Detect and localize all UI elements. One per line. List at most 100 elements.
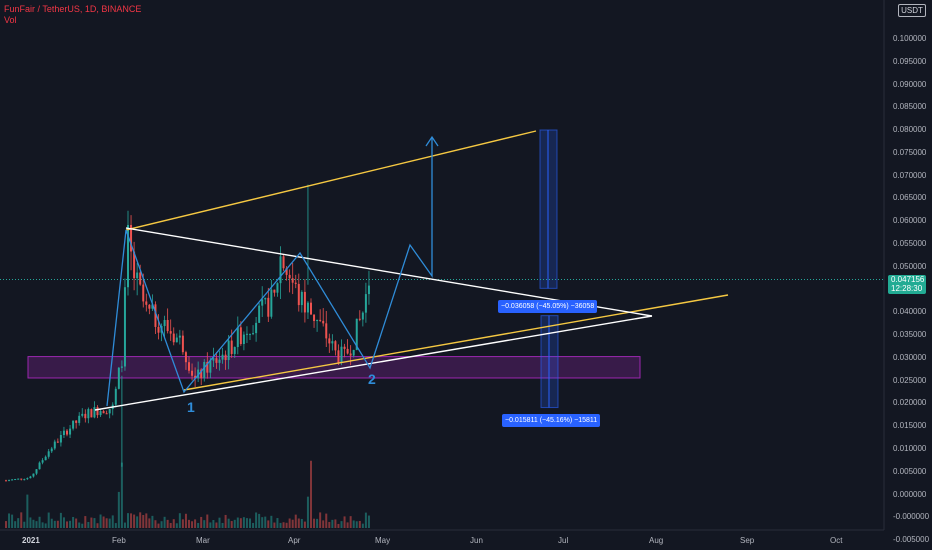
candle-body [218, 359, 221, 363]
volume-bar [172, 519, 175, 528]
candle-body [148, 304, 151, 309]
candle-body [23, 479, 26, 481]
candle-body [5, 480, 7, 482]
volume-bar [11, 514, 14, 528]
candle-body [169, 331, 172, 334]
volume-bar [181, 519, 184, 528]
candle-body [249, 333, 251, 335]
volume-bar [322, 520, 325, 528]
candle-body [340, 346, 343, 363]
candle-body [96, 407, 99, 416]
candle-body [270, 289, 273, 317]
candle-body [139, 272, 142, 285]
volume-bar [41, 522, 44, 528]
candle-body [255, 322, 258, 334]
time-tick: Feb [112, 536, 126, 545]
candle-body [300, 291, 303, 306]
candle-body [319, 319, 322, 321]
candle-body [32, 473, 35, 477]
volume-bar [261, 517, 264, 528]
volume-bar [169, 522, 172, 528]
volume-bar [282, 522, 285, 528]
volume-bar [206, 514, 209, 528]
candle-body [127, 224, 129, 288]
candle-body [59, 435, 62, 443]
volume-bar [47, 512, 50, 528]
candle-body [267, 297, 270, 317]
time-tick: Aug [649, 536, 664, 545]
time-tick: Jul [558, 536, 569, 545]
volume-bar [361, 523, 364, 528]
volume-bar [367, 515, 370, 528]
candle-body [258, 305, 261, 323]
volume-bar [255, 512, 258, 528]
price-tick: 0.060000 [893, 216, 927, 226]
volume-bar [108, 518, 111, 528]
candle-body [264, 297, 267, 300]
candle-body [291, 278, 294, 283]
candle-body [343, 346, 346, 349]
volume-bar [252, 522, 255, 528]
volume-bar [227, 518, 230, 528]
volume-bar [136, 516, 139, 528]
wave-path [106, 137, 433, 407]
volume-bar [300, 518, 303, 528]
candle-body [99, 411, 102, 416]
volume-bar [32, 519, 35, 528]
measure-label-upper[interactable]: −0.036058 (−45.05%) −36058 [498, 300, 598, 313]
price-tick: 0.095000 [893, 56, 927, 66]
bar-countdown: 12:28:30 [891, 284, 923, 293]
volume-bar [319, 512, 322, 528]
candle-body [26, 478, 29, 480]
volume-bar [50, 518, 53, 528]
candle-body [20, 478, 23, 480]
candle-body [41, 460, 44, 463]
candle-body [163, 319, 166, 327]
candle-body [233, 347, 236, 354]
volume-bar [331, 519, 334, 528]
candle-body [47, 451, 50, 457]
volume-bar [343, 516, 346, 528]
volume-bar [44, 523, 47, 528]
candle-body [53, 441, 56, 449]
candle-body [252, 333, 255, 335]
candle-body [273, 289, 276, 293]
volume-bar [120, 462, 123, 528]
volume-bar [163, 516, 166, 528]
candle-body [38, 462, 41, 470]
candle-body [245, 333, 248, 335]
price-tick: 0.085000 [893, 102, 927, 112]
currency-button[interactable]: USDT [898, 4, 926, 17]
candle-body [145, 301, 148, 305]
candle-body [261, 299, 264, 306]
candle-body [212, 358, 215, 361]
candle-body [172, 333, 175, 343]
volume-bar [313, 518, 316, 528]
candle-body [120, 366, 123, 368]
candle-body [224, 354, 227, 361]
volume-bar [78, 522, 81, 528]
candle-body [194, 375, 197, 379]
candle-body [230, 340, 233, 354]
volume-bar [291, 519, 294, 528]
price-tick: 0.055000 [893, 239, 927, 249]
volume-bar [56, 520, 59, 528]
candle-body [17, 478, 20, 480]
volume-bar [325, 513, 328, 528]
volume-bar [337, 523, 340, 528]
candle-body [72, 420, 75, 429]
volume-bar [316, 518, 319, 528]
volume-bar [270, 515, 273, 528]
candle-body [346, 348, 349, 354]
volume-bar [84, 516, 87, 528]
price-tick: -0.000000 [893, 512, 930, 522]
candle-body [166, 319, 169, 332]
volume-bar [258, 513, 261, 528]
volume-bar [26, 494, 29, 528]
measure-label-lower[interactable]: −0.015811 (−45.16%) −15811 [502, 414, 601, 427]
candle-body [35, 469, 38, 474]
candle-body [276, 283, 279, 293]
candle-body [322, 320, 325, 324]
volume-bar [245, 518, 248, 528]
